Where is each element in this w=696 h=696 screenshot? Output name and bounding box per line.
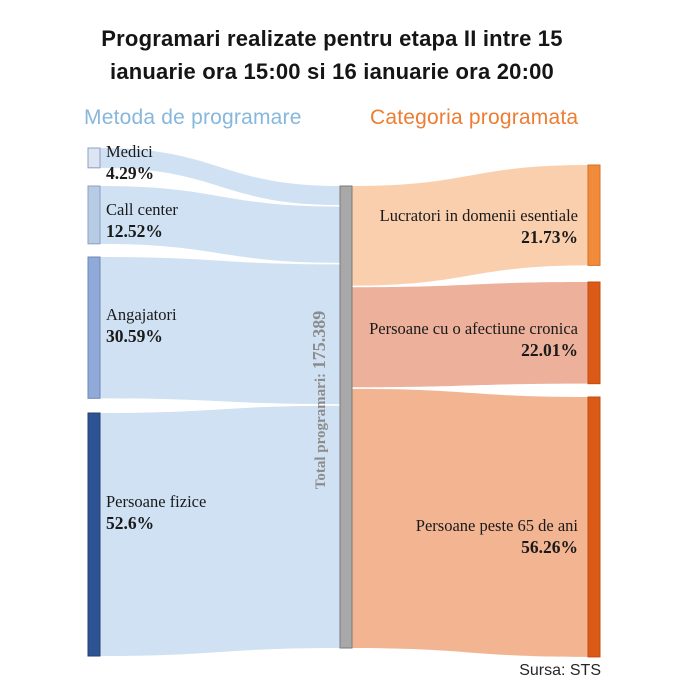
sankey-node-persoane-afectiune-cronica	[587, 281, 601, 385]
sankey-node-total	[339, 185, 353, 649]
right-node-percent-persoane-afectiune-cronica: 22.01%	[521, 340, 578, 360]
left-node-label-call-center: Call center	[106, 200, 178, 219]
right-column-header: Categoria programata	[370, 106, 579, 129]
sankey-flow-persoane-afectiune-cronica	[352, 282, 588, 388]
sankey-flow-persoane-fizice	[100, 405, 340, 657]
right-node-label-lucratori-domenii-esentiale: Lucratori in domenii esentiale	[380, 206, 578, 225]
right-node-percent-lucratori-domenii-esentiale: 21.73%	[521, 227, 578, 247]
left-node-percent-medici: 4.29%	[106, 163, 154, 183]
sankey-flow-medici	[100, 148, 340, 206]
sankey-node-lucratori-domenii-esentiale	[587, 164, 601, 266]
sankey-node-persoane-fizice	[87, 412, 101, 657]
chart-title-line1: Programari realizate pentru etapa II int…	[101, 26, 563, 51]
left-column-header: Metoda de programare	[84, 106, 302, 129]
left-node-label-persoane-fizice: Persoane fizice	[106, 492, 206, 511]
chart-title: Programari realizate pentru etapa II int…	[0, 22, 664, 88]
sankey-node-persoane-peste-65	[587, 396, 601, 658]
sankey-flow-lucratori-domenii-esentiale	[352, 165, 588, 286]
left-node-percent-call-center: 12.52%	[106, 221, 163, 241]
left-node-label-angajatori: Angajatori	[106, 305, 177, 324]
right-node-label-persoane-afectiune-cronica: Persoane cu o afectiune cronica	[369, 319, 579, 338]
sankey-flow-persoane-peste-65	[352, 388, 588, 657]
right-node-percent-persoane-peste-65: 56.26%	[521, 537, 578, 557]
sankey-node-call-center	[87, 185, 101, 245]
sankey-node-medici	[87, 147, 101, 169]
source-credit: Sursa: STS	[519, 662, 601, 679]
sankey-flow-call-center	[100, 186, 340, 263]
sankey-flow-angajatori	[100, 257, 340, 405]
left-node-percent-angajatori: 30.59%	[106, 326, 163, 346]
left-node-percent-persoane-fizice: 52.6%	[106, 513, 154, 533]
right-node-label-persoane-peste-65: Persoane peste 65 de ani	[416, 516, 579, 535]
total-programari-label: Total programari: 175.389	[309, 311, 329, 490]
left-node-label-medici: Medici	[106, 142, 153, 161]
chart-title-line2: ianuarie ora 15:00 si 16 ianuarie ora 20…	[110, 59, 554, 84]
sankey-node-angajatori	[87, 256, 101, 399]
